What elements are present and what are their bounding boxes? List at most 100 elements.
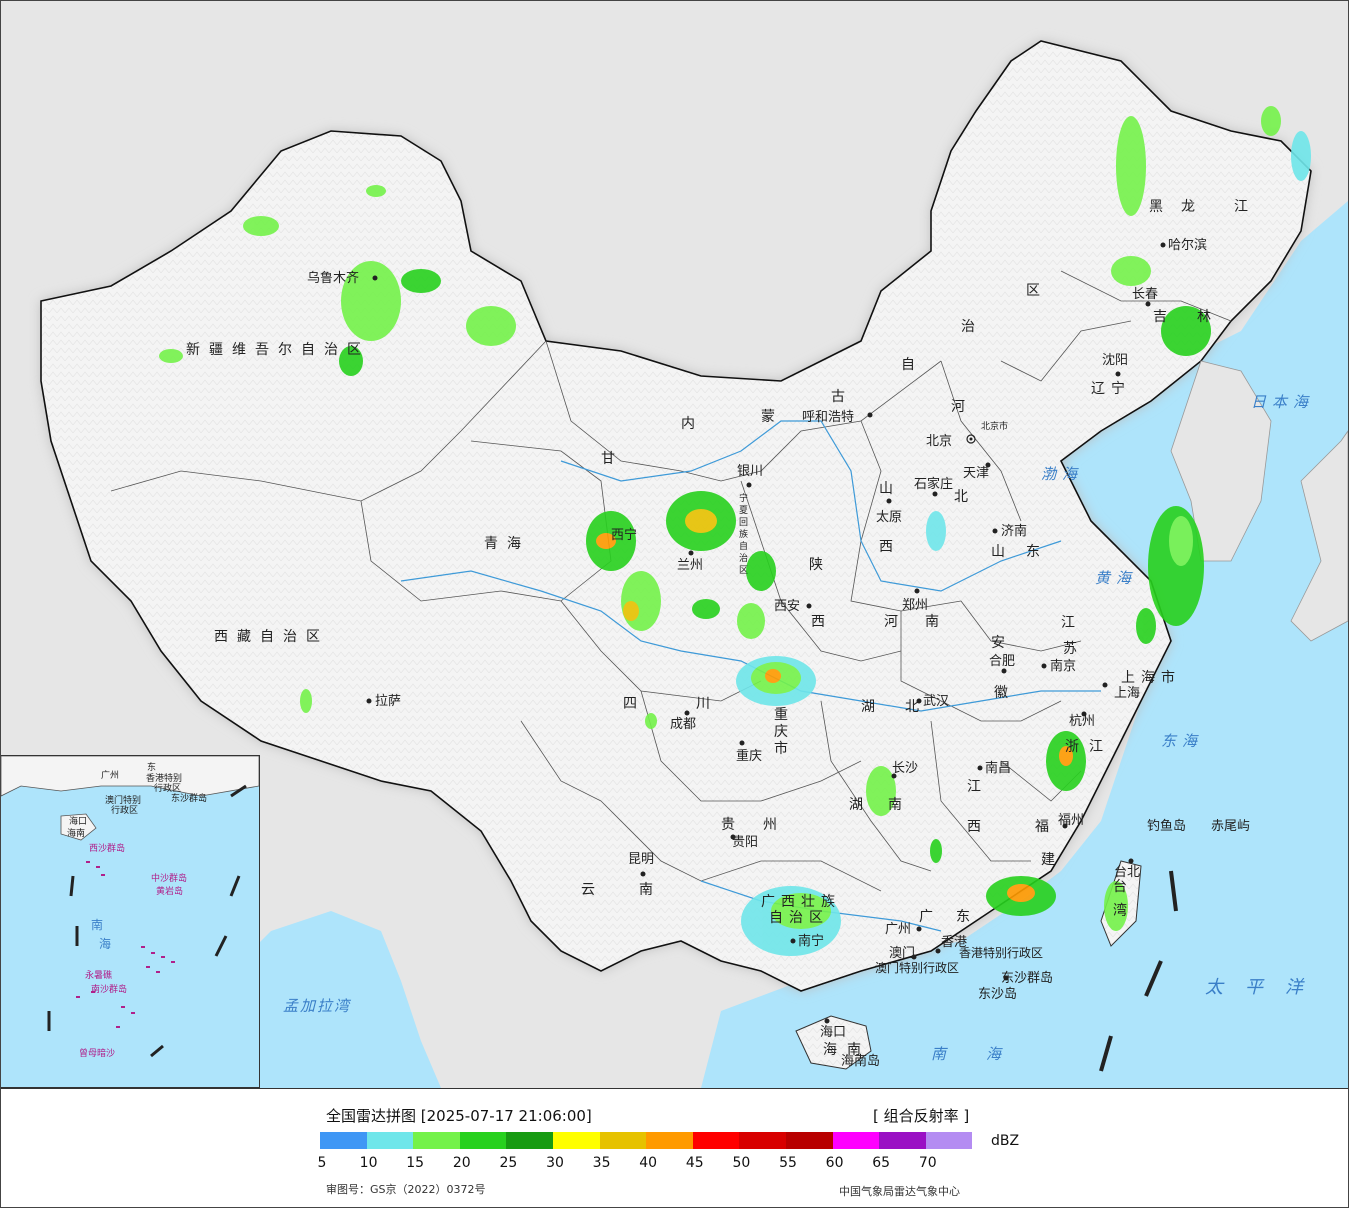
- color-swatch: [785, 1132, 833, 1149]
- svg-text:上: 上: [1121, 670, 1144, 686]
- svg-text:上海: 上海: [1114, 686, 1140, 701]
- svg-text:昆明: 昆明: [628, 852, 654, 867]
- svg-text:南: 南: [639, 882, 662, 898]
- svg-text:湾: 湾: [1113, 902, 1136, 919]
- svg-text:州: 州: [763, 817, 786, 833]
- svg-text:山: 山: [991, 544, 1014, 560]
- svg-text:澳门特别: 澳门特别: [105, 794, 141, 806]
- svg-text:安: 安: [991, 635, 1014, 651]
- svg-text:黄岩岛: 黄岩岛: [156, 885, 183, 897]
- svg-text:苏: 苏: [1063, 641, 1086, 657]
- svg-text:南京: 南京: [1050, 658, 1076, 674]
- svg-text:海南: 海南: [67, 827, 85, 839]
- svg-text:宁: 宁: [1111, 380, 1134, 397]
- svg-text:青海: 青海: [484, 536, 530, 552]
- svg-text:海: 海: [823, 1042, 846, 1058]
- svg-text:广州: 广州: [101, 769, 119, 781]
- svg-text:江: 江: [1234, 199, 1257, 215]
- svg-text:西: 西: [879, 539, 902, 555]
- radar-mosaic-map[interactable]: 新疆维吾尔自治区 西藏自治区 青海 甘 内 蒙 古 自 治 区 黑 龙 江 吉 …: [1, 1, 1348, 1089]
- scale-tick-label: 40: [639, 1155, 658, 1171]
- svg-text:香港: 香港: [941, 935, 967, 950]
- svg-text:贵: 贵: [721, 817, 744, 833]
- svg-text:重: 重: [774, 707, 797, 723]
- svg-text:香港特别行政区: 香港特别行政区: [959, 945, 1043, 960]
- svg-text:甘: 甘: [601, 451, 624, 467]
- scale-tick-label: 55: [779, 1155, 797, 1171]
- svg-text:呼和浩特: 呼和浩特: [802, 410, 854, 425]
- scale-tick-label: 65: [872, 1155, 891, 1171]
- svg-text:市: 市: [1161, 669, 1184, 686]
- unit-label: dBZ: [991, 1133, 1020, 1149]
- svg-text:夏: 夏: [739, 505, 748, 516]
- svg-text:云: 云: [581, 882, 604, 898]
- city-labels: 乌鲁木齐 拉萨 西宁 兰州 银川 呼和浩特 北京 北京市 天津 石家庄 太原 济…: [307, 237, 1250, 1069]
- svg-text:江: 江: [967, 779, 990, 795]
- svg-text:族: 族: [821, 894, 844, 910]
- svg-text:永暑礁: 永暑礁: [85, 969, 112, 981]
- color-swatch: [646, 1132, 693, 1149]
- svg-text:区: 区: [1026, 283, 1049, 299]
- color-swatch: [879, 1132, 926, 1149]
- svg-text:治: 治: [789, 910, 812, 926]
- svg-text:东沙群岛: 东沙群岛: [1001, 970, 1053, 986]
- map-canvas: 新疆维吾尔自治区 西藏自治区 青海 甘 内 蒙 古 自 治 区 黑 龙 江 吉 …: [40, 40, 1348, 1088]
- scale-tick-label: 60: [825, 1155, 844, 1171]
- svg-text:西: 西: [781, 894, 804, 910]
- svg-text:内: 内: [681, 416, 704, 432]
- svg-text:徽: 徽: [994, 685, 1017, 701]
- color-swatch: [832, 1132, 880, 1149]
- organization-credit: 中国气象局雷达气象中心: [839, 1185, 960, 1198]
- svg-text:壮: 壮: [801, 894, 824, 910]
- svg-text:广: 广: [919, 909, 942, 925]
- svg-text:湖: 湖: [849, 797, 872, 813]
- svg-text:市: 市: [774, 740, 797, 757]
- south-china-sea-inset: 广州 东 香港特别 行政区 澳门特别 行政区 东沙群岛 海口 海南 西沙群岛 中…: [1, 755, 260, 1088]
- svg-text:黄海: 黄海: [1095, 569, 1137, 587]
- svg-text:海口: 海口: [820, 1025, 846, 1040]
- svg-text:东沙群岛: 东沙群岛: [171, 792, 207, 804]
- svg-text:西宁: 西宁: [611, 527, 637, 543]
- scale-tick-label: 20: [452, 1155, 471, 1171]
- svg-text:重庆: 重庆: [736, 748, 762, 764]
- svg-text:南: 南: [91, 917, 103, 932]
- hainan-island: [795, 1015, 872, 1070]
- svg-text:川: 川: [696, 696, 719, 712]
- svg-text:山: 山: [879, 481, 902, 497]
- svg-text:杭州: 杭州: [1069, 714, 1095, 729]
- svg-text:龙: 龙: [1181, 199, 1204, 215]
- product-type-label: [ 组合反射率 ]: [873, 1107, 970, 1125]
- svg-text:黑: 黑: [1149, 199, 1172, 215]
- svg-text:东沙岛: 东沙岛: [978, 986, 1017, 1002]
- color-swatch: [552, 1132, 600, 1149]
- japan-islands: [1290, 430, 1348, 642]
- svg-text:长春: 长春: [1132, 287, 1158, 302]
- svg-text:石家庄: 石家庄: [914, 476, 953, 492]
- svg-text:长沙: 长沙: [892, 761, 918, 776]
- svg-text:渤海: 渤海: [1041, 465, 1083, 483]
- svg-text:澳门: 澳门: [889, 945, 915, 961]
- svg-text:江: 江: [1061, 615, 1084, 631]
- map-approval-number: 审图号：GS京（2022）0372号: [326, 1183, 486, 1196]
- svg-text:西: 西: [811, 614, 834, 630]
- svg-text:广州: 广州: [885, 922, 911, 937]
- svg-text:行政区: 行政区: [154, 782, 181, 794]
- svg-text:江: 江: [1089, 739, 1112, 755]
- scale-tick-label: 50: [732, 1155, 751, 1171]
- svg-text:西藏自治区: 西藏自治区: [214, 629, 329, 645]
- province-borders: [110, 270, 1232, 892]
- color-swatch: [599, 1132, 647, 1149]
- svg-text:济南: 济南: [1001, 523, 1027, 539]
- svg-text:吉: 吉: [1153, 309, 1176, 325]
- svg-text:太平洋: 太平洋: [1205, 977, 1325, 998]
- korea-peninsula: [1170, 360, 1272, 562]
- svg-text:中沙群岛: 中沙群岛: [151, 872, 187, 884]
- svg-text:南海: 南海: [931, 1045, 1041, 1063]
- svg-text:蒙: 蒙: [761, 409, 784, 425]
- svg-text:自: 自: [901, 357, 924, 373]
- svg-text:郑州: 郑州: [902, 598, 928, 613]
- svg-text:湖: 湖: [861, 699, 884, 715]
- svg-text:孟加拉湾: 孟加拉湾: [283, 997, 352, 1015]
- svg-text:太原: 太原: [876, 510, 902, 525]
